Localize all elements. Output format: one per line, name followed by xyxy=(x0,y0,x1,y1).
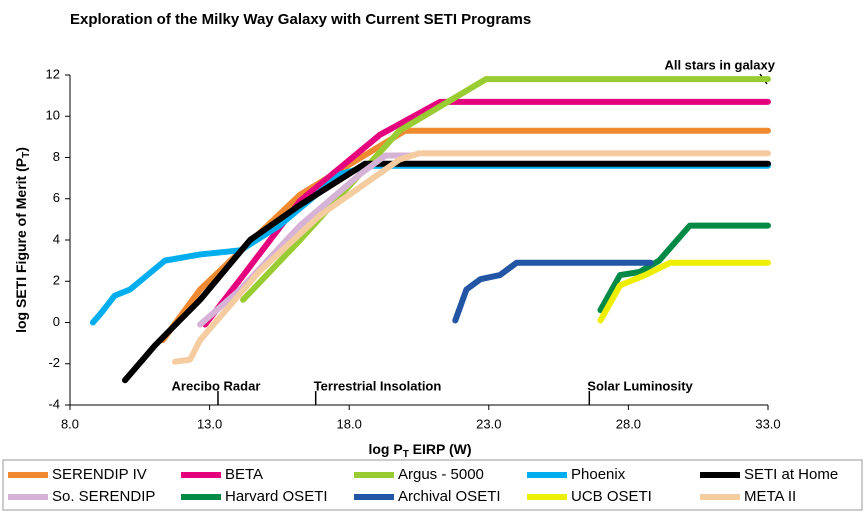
x-label-part: log P xyxy=(368,441,402,457)
legend-label: SERENDIP IV xyxy=(52,466,147,483)
y-tick-label: -4 xyxy=(48,396,60,411)
y-tick-label: 8 xyxy=(53,149,60,164)
y-tick-label: 12 xyxy=(46,66,60,81)
y-tick-label: -2 xyxy=(48,355,60,370)
x-axis-label: log PT EIRP (W) xyxy=(368,441,471,460)
x-tick-label: 18.0 xyxy=(337,416,362,431)
series-line xyxy=(197,152,414,328)
y-axis-label: log SETI Figure of Merit (PT) xyxy=(13,147,32,333)
y-label-part: ) xyxy=(13,147,29,152)
legend-box xyxy=(2,459,863,511)
legend-label: Harvard OSETI xyxy=(225,488,328,505)
legend-label: Argus - 5000 xyxy=(398,466,484,483)
legend-label: SETI at Home xyxy=(744,466,838,483)
y-label-part: log SETI Figure of Merit (P xyxy=(13,158,29,333)
y-tick-label: 10 xyxy=(46,108,60,123)
y-label-sub: T xyxy=(21,152,32,158)
legend-label: Phoenix xyxy=(571,466,626,483)
series-line xyxy=(159,127,771,344)
series-line xyxy=(452,259,654,324)
legend-label: Archival OSETI xyxy=(398,488,501,505)
top-annotation: All stars in galaxy xyxy=(664,57,775,72)
x-label-sub: T xyxy=(403,449,409,460)
series-line xyxy=(202,98,771,328)
legend-label: META II xyxy=(744,488,796,505)
x-label-part: EIRP (W) xyxy=(409,441,472,457)
y-tick-label: 6 xyxy=(53,190,60,205)
y-tick-label: 0 xyxy=(53,314,60,329)
chart-title: Exploration of the Milky Way Galaxy with… xyxy=(70,11,531,28)
series-line xyxy=(240,76,771,303)
legend-label: UCB OSETI xyxy=(571,488,652,505)
x-tick-label: 28.0 xyxy=(616,416,641,431)
series-line xyxy=(597,259,771,324)
annotation: Terrestrial Insolation xyxy=(314,378,442,393)
annotation: Arecibo Radar xyxy=(172,378,261,393)
series-line xyxy=(122,160,771,384)
x-tick-label: 8.0 xyxy=(61,416,79,431)
legend-label: So. SERENDIP xyxy=(52,488,155,505)
legend-label: BETA xyxy=(225,466,263,483)
x-tick-label: 13.0 xyxy=(197,416,222,431)
series-line xyxy=(597,222,771,314)
annotation: Solar Luminosity xyxy=(587,378,693,393)
y-tick-label: 2 xyxy=(53,273,60,288)
series-line xyxy=(171,150,771,365)
x-tick-label: 33.0 xyxy=(755,416,780,431)
x-tick-label: 23.0 xyxy=(476,416,501,431)
y-tick-label: 4 xyxy=(53,231,60,246)
